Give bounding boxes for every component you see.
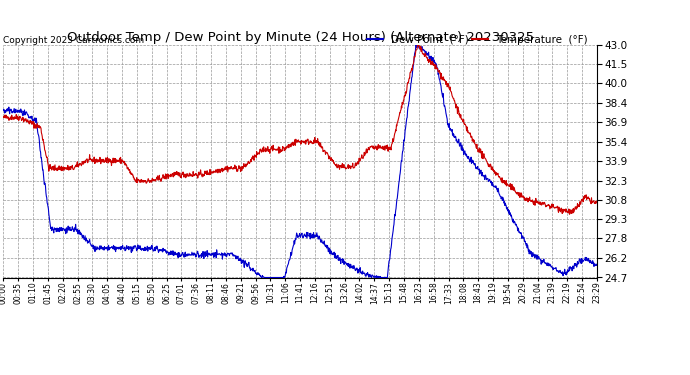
- Legend: Dew Point  (°F), Temperature  (°F): Dew Point (°F), Temperature (°F): [363, 30, 591, 49]
- Text: Copyright 2023 Cartronics.com: Copyright 2023 Cartronics.com: [3, 36, 145, 45]
- Title: Outdoor Temp / Dew Point by Minute (24 Hours) (Alternate) 20230325: Outdoor Temp / Dew Point by Minute (24 H…: [67, 31, 533, 44]
